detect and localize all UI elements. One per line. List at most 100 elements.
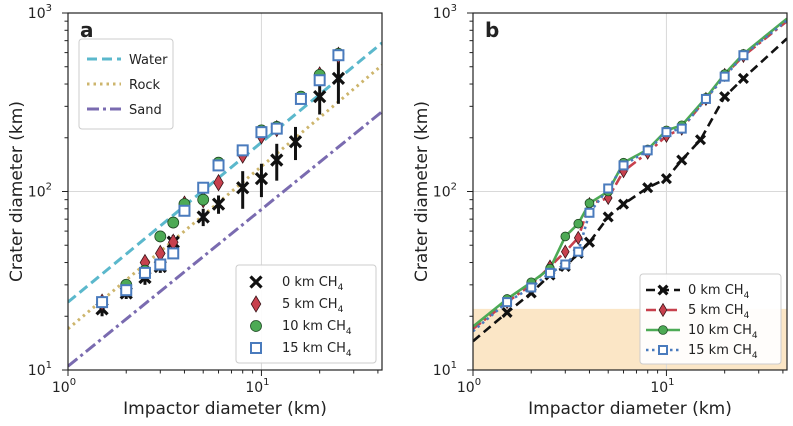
data-point bbox=[288, 135, 303, 149]
legend-label: 5 km CH4 bbox=[688, 303, 750, 321]
legend-marker bbox=[658, 302, 668, 318]
data-point bbox=[584, 198, 595, 208]
series-legend bbox=[639, 273, 782, 365]
y-tick-label: 101 bbox=[433, 360, 457, 379]
data-point bbox=[544, 267, 555, 278]
y-axis-label: Crater diameter (km) bbox=[7, 101, 27, 282]
data-point bbox=[573, 230, 583, 246]
legend-subscript: 4 bbox=[752, 351, 758, 361]
data-point bbox=[694, 134, 707, 146]
data-point bbox=[120, 284, 133, 297]
data-point bbox=[560, 231, 571, 242]
x-tick-exponent: 0 bbox=[70, 377, 76, 388]
data-point bbox=[584, 207, 595, 218]
data-point bbox=[255, 126, 268, 139]
panel-letter: b bbox=[485, 18, 499, 42]
legend-marker bbox=[657, 284, 669, 296]
data-point bbox=[573, 218, 584, 229]
data-point bbox=[138, 266, 151, 279]
x-axis-label: Impactor diameter (km) bbox=[123, 399, 327, 419]
legend-marker bbox=[250, 342, 262, 354]
legend-marker bbox=[658, 325, 668, 335]
data-point bbox=[573, 246, 584, 257]
data-point bbox=[719, 91, 731, 103]
ticks bbox=[467, 12, 784, 376]
legend-label: 15 km CH4 bbox=[688, 343, 758, 361]
data-point bbox=[560, 259, 571, 270]
data-point bbox=[294, 92, 307, 105]
series-line bbox=[473, 19, 787, 333]
data-point bbox=[501, 306, 513, 319]
y-tick-label: 102 bbox=[433, 182, 457, 201]
series-markers bbox=[502, 49, 749, 304]
x-tick-label: 100 bbox=[457, 377, 481, 396]
data-point bbox=[331, 71, 346, 86]
legend-label: 0 km CH4 bbox=[282, 275, 344, 293]
legend-subscript: 4 bbox=[346, 349, 352, 359]
data-point bbox=[642, 182, 654, 194]
legend-subscript: 4 bbox=[346, 327, 352, 337]
data-point bbox=[602, 211, 614, 223]
legend-label: 5 km CH4 bbox=[282, 297, 344, 315]
legend-label: Rock bbox=[129, 78, 161, 93]
data-point bbox=[661, 127, 672, 138]
series-line bbox=[473, 37, 787, 343]
data-point bbox=[618, 160, 629, 171]
y-tick-label: 102 bbox=[28, 182, 52, 201]
x-tick-exponent: 1 bbox=[668, 377, 674, 388]
data-point bbox=[502, 297, 513, 308]
legend-label: 15 km CH4 bbox=[282, 341, 352, 359]
data-point bbox=[583, 236, 595, 248]
y-tick-label: 103 bbox=[433, 3, 457, 22]
series-markers bbox=[96, 49, 345, 309]
y-tick-label: 101 bbox=[28, 360, 52, 379]
legend-subscript: 4 bbox=[338, 283, 344, 293]
data-point bbox=[738, 50, 749, 61]
x-tick-label: 100 bbox=[52, 377, 76, 396]
legend-subscript: 4 bbox=[752, 331, 758, 341]
y-tick-exponent: 3 bbox=[46, 3, 52, 14]
data-point bbox=[270, 122, 283, 135]
reference-line-water bbox=[68, 41, 382, 304]
reference-legend bbox=[78, 38, 174, 130]
data-point bbox=[167, 247, 180, 260]
data-point bbox=[660, 173, 672, 185]
data-point bbox=[737, 72, 749, 84]
legend-marker bbox=[250, 320, 262, 332]
data-point bbox=[197, 193, 210, 206]
y-tick-exponent: 1 bbox=[451, 360, 457, 371]
legend-marker bbox=[658, 345, 668, 355]
reference-line-sand bbox=[68, 110, 382, 368]
legend-label: 10 km CH4 bbox=[282, 319, 352, 337]
data-point bbox=[526, 282, 537, 293]
y-tick-exponent: 3 bbox=[451, 3, 457, 14]
x-tick-label: 101 bbox=[245, 377, 269, 396]
legend-marker bbox=[250, 295, 262, 313]
panel-letter: a bbox=[80, 18, 94, 42]
x-tick-exponent: 1 bbox=[263, 377, 269, 388]
marker-legend bbox=[235, 264, 377, 364]
y-axis-label: Crater diameter (km) bbox=[412, 101, 432, 282]
data-point bbox=[313, 89, 327, 104]
data-point bbox=[676, 154, 688, 166]
data-point bbox=[167, 216, 180, 229]
y-tick-exponent: 1 bbox=[46, 360, 52, 371]
legend-label: Sand bbox=[129, 103, 162, 118]
series-markers bbox=[502, 48, 748, 310]
legend-subscript: 4 bbox=[338, 305, 344, 315]
data-point bbox=[332, 49, 345, 62]
data-point bbox=[254, 172, 269, 186]
y-tick-label: 103 bbox=[28, 3, 52, 22]
y-tick-exponent: 2 bbox=[46, 182, 52, 193]
data-point bbox=[211, 197, 226, 211]
data-point bbox=[154, 258, 167, 271]
series-markers bbox=[502, 50, 749, 308]
data-point bbox=[700, 93, 711, 104]
legend-subscript: 4 bbox=[744, 311, 750, 321]
data-point bbox=[719, 71, 730, 82]
data-point bbox=[270, 153, 284, 167]
legend-label: Water bbox=[129, 53, 168, 68]
